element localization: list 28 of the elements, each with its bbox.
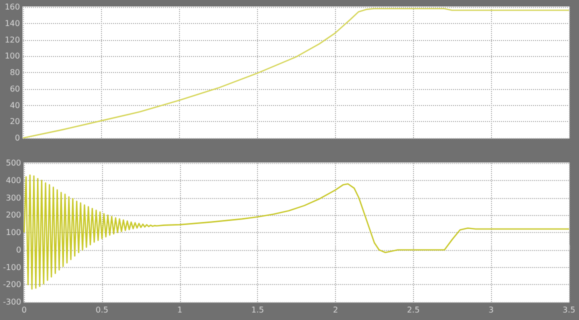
x-tick-label: 0 bbox=[22, 306, 27, 314]
x-tick-label: 3 bbox=[488, 306, 494, 314]
y-tick-label: 100 bbox=[4, 52, 20, 61]
y-tick-label: 160 bbox=[4, 2, 20, 12]
x-tick-label: 3.5 bbox=[562, 306, 576, 314]
y-tick-label: 100 bbox=[6, 228, 22, 237]
line-series bbox=[24, 174, 570, 290]
y-tick-label: 500 bbox=[6, 158, 22, 168]
y-tick-label: 0 bbox=[16, 245, 22, 254]
x-tick-label: 1.5 bbox=[251, 306, 264, 314]
y-tick-label: -300 bbox=[3, 298, 22, 306]
y-tick-label: 400 bbox=[6, 176, 22, 185]
y-tick-label: 200 bbox=[6, 210, 22, 220]
x-tick-label: 2 bbox=[332, 306, 338, 314]
y-tick-label: 40 bbox=[10, 100, 20, 110]
y-tick-label: 300 bbox=[6, 193, 22, 202]
y-tick-label: 120 bbox=[4, 35, 20, 44]
y-tick-label: 140 bbox=[4, 18, 20, 28]
x-tick-label: 0.5 bbox=[96, 306, 108, 314]
x-tick-label: 2.5 bbox=[406, 306, 420, 314]
y-tick-label: 60 bbox=[10, 84, 20, 94]
y-tick-label: -200 bbox=[3, 280, 22, 290]
y-tick-label: -100 bbox=[3, 262, 22, 272]
y-tick-label: 0 bbox=[14, 134, 20, 142]
x-tick-label: 1 bbox=[177, 306, 182, 314]
line-series bbox=[22, 8, 570, 139]
y-tick-label: 80 bbox=[10, 68, 20, 77]
y-tick-label: 20 bbox=[10, 117, 20, 126]
